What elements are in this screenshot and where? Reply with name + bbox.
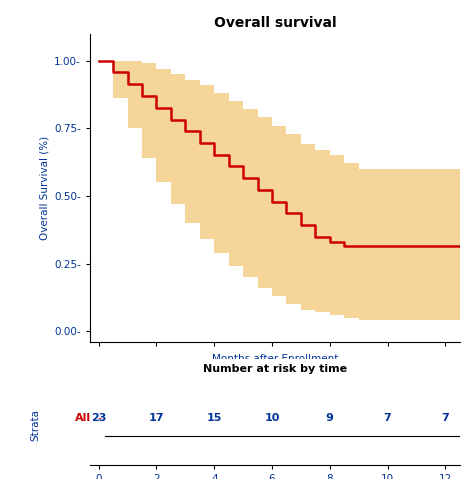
X-axis label: Months after Enrollment: Months after Enrollment [212,354,338,364]
Text: -: - [97,413,101,423]
Text: Strata: Strata [30,409,40,441]
Text: 10: 10 [264,413,280,423]
Text: 7: 7 [441,413,449,423]
Text: 15: 15 [207,413,222,423]
Text: 23: 23 [91,413,106,423]
Text: 7: 7 [383,413,392,423]
Text: All: All [75,413,91,423]
Text: Number at risk by time: Number at risk by time [203,364,347,374]
Text: 9: 9 [326,413,334,423]
Text: 17: 17 [149,413,164,423]
Title: Overall survival: Overall survival [214,16,336,30]
Polygon shape [99,60,460,320]
Y-axis label: Overall Survival (%): Overall Survival (%) [40,136,50,240]
